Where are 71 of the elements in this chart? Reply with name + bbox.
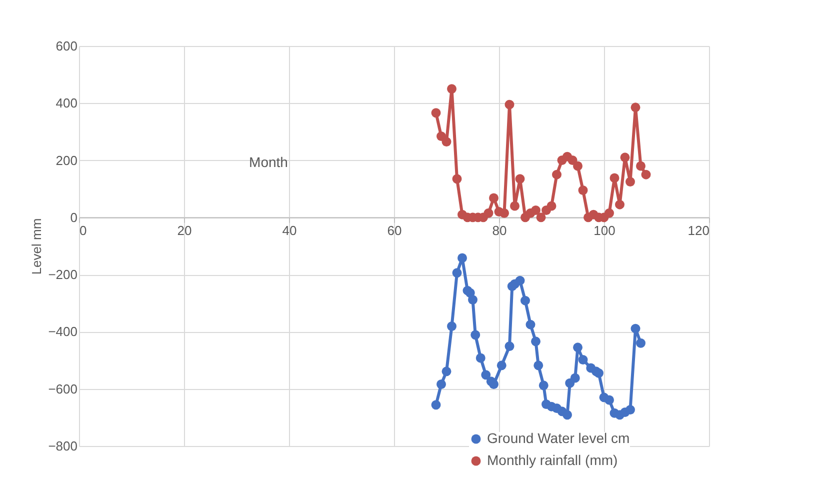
point [570, 373, 580, 383]
legend-label: Ground Water level cm [487, 430, 630, 446]
point [489, 193, 498, 203]
point [636, 161, 646, 171]
legend-label: Monthly rainfall (mm) [487, 452, 618, 468]
point [458, 253, 467, 263]
y-tick-label: 0 [70, 210, 78, 225]
x-tick-label: 100 [594, 222, 616, 238]
point [515, 174, 525, 184]
point [526, 320, 536, 330]
x-tick-label: 20 [177, 222, 192, 238]
point [496, 360, 506, 370]
point [594, 368, 604, 378]
y-tick-label: 600 [56, 38, 78, 54]
point [500, 208, 509, 218]
y-tick-label: 200 [56, 152, 78, 168]
point [610, 173, 620, 183]
x-tick-label: 120 [688, 222, 710, 238]
point [520, 296, 530, 306]
point [484, 208, 494, 218]
point [578, 186, 588, 196]
point [641, 170, 651, 180]
y-tick-label: −400 [48, 324, 78, 340]
point [476, 353, 486, 363]
point [504, 342, 514, 352]
point [510, 201, 520, 211]
x-tick-label: 60 [387, 222, 402, 238]
point [447, 84, 456, 94]
point [531, 206, 540, 216]
y-tick-label: −200 [48, 267, 78, 282]
x-tick-label: 0 [80, 222, 87, 238]
point [504, 100, 514, 110]
point [604, 395, 614, 405]
point [578, 354, 588, 364]
point [442, 136, 452, 146]
point [531, 336, 540, 346]
point [470, 330, 480, 340]
x-tick-label: 40 [282, 222, 297, 238]
y-tick-label: −800 [48, 438, 78, 454]
point [515, 276, 525, 286]
point [431, 400, 441, 410]
point [452, 174, 462, 184]
point [546, 201, 556, 211]
point [481, 370, 491, 380]
x-tick-label: 80 [492, 222, 507, 238]
point [620, 152, 630, 162]
y-tick-label: 400 [56, 96, 78, 111]
point [626, 176, 635, 186]
point [636, 338, 646, 348]
point [447, 322, 456, 332]
point [436, 380, 446, 390]
y-axis-title: Level mm [29, 218, 44, 275]
point [431, 108, 441, 118]
point [604, 208, 614, 218]
point [630, 324, 640, 334]
point [442, 366, 452, 376]
point [468, 294, 478, 304]
point [452, 268, 462, 278]
y-tick-label: −600 [48, 381, 78, 396]
x-axis-title: Month [249, 154, 288, 170]
point [615, 200, 624, 210]
point [573, 342, 582, 352]
point [630, 102, 640, 112]
point [534, 360, 544, 370]
point [489, 380, 498, 390]
point [562, 410, 572, 420]
point [573, 161, 582, 171]
point [626, 404, 635, 414]
point [538, 380, 548, 390]
point [552, 170, 562, 180]
point [536, 212, 546, 222]
